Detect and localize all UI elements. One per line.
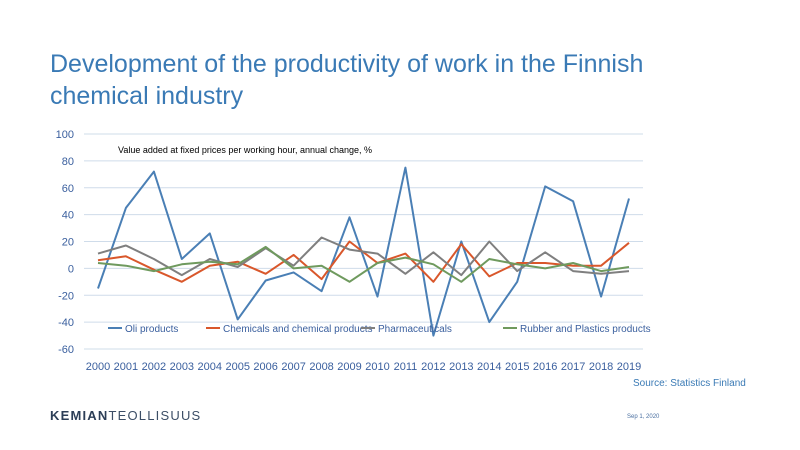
y-tick-label: 100 (56, 129, 74, 141)
chart-series (97, 166, 630, 337)
y-tick-label: 40 (62, 210, 74, 222)
x-tick-label: 2017 (561, 361, 585, 373)
source-note: Source: Statistics Finland (633, 378, 746, 389)
legend-label: Chemicals and chemical products (223, 324, 373, 335)
x-tick-label: 2008 (309, 361, 333, 373)
slide-date: Sep 1, 2020 (627, 414, 660, 420)
y-tick-label: -40 (58, 317, 74, 329)
x-tick-label: 2006 (253, 361, 277, 373)
series-line (97, 236, 630, 277)
x-tick-label: 2000 (86, 361, 110, 373)
x-tick-label: 2013 (449, 361, 473, 373)
chart-legend: Oli products Chemicals and chemical produ… (108, 324, 651, 335)
x-tick-label: 2016 (533, 361, 557, 373)
x-tick-label: 2014 (477, 361, 501, 373)
slide-title: Development of the productivity of work … (50, 50, 644, 110)
x-tick-label: 2010 (365, 361, 389, 373)
x-tick-label: 2007 (281, 361, 305, 373)
logo-part-kemian: KEMIAN (50, 408, 109, 423)
y-tick-label: 20 (62, 237, 74, 249)
series-line (97, 166, 630, 337)
x-tick-label: 2004 (198, 361, 222, 373)
y-tick-label: 60 (62, 183, 74, 195)
y-axis-ticks: -60 -40 -20 0 20 40 60 80 100 (56, 129, 74, 356)
x-axis-ticks: 2000 2001 2002 2003 2004 2005 2006 2007 2008 2009… (86, 361, 642, 373)
legend-label: Oli products (125, 324, 178, 335)
legend-label: Pharmaceuticals (378, 324, 452, 335)
y-tick-label: 0 (68, 263, 74, 275)
y-tick-label: -20 (58, 290, 74, 302)
x-tick-label: 2015 (505, 361, 529, 373)
x-tick-label: 2002 (142, 361, 166, 373)
x-tick-label: 2019 (617, 361, 641, 373)
kemianteollisuus-logo: KEMIANTEOLLISUUS (50, 408, 201, 423)
legend-label: Rubber and Plastics products (520, 324, 651, 335)
x-tick-label: 2009 (337, 361, 361, 373)
x-tick-label: 2018 (589, 361, 613, 373)
series-line (97, 245, 630, 283)
chart-annotation: Value added at fixed prices per working … (118, 145, 372, 155)
x-tick-label: 2012 (421, 361, 445, 373)
logo-part-teollisuus: TEOLLISUUS (108, 408, 202, 423)
x-tick-label: 2011 (394, 361, 418, 373)
chart-gridlines (84, 133, 643, 350)
y-tick-label: 80 (62, 156, 74, 168)
x-tick-label: 2005 (225, 361, 249, 373)
x-tick-label: 2001 (114, 361, 138, 373)
y-tick-label: -60 (58, 344, 74, 356)
x-tick-label: 2003 (170, 361, 194, 373)
